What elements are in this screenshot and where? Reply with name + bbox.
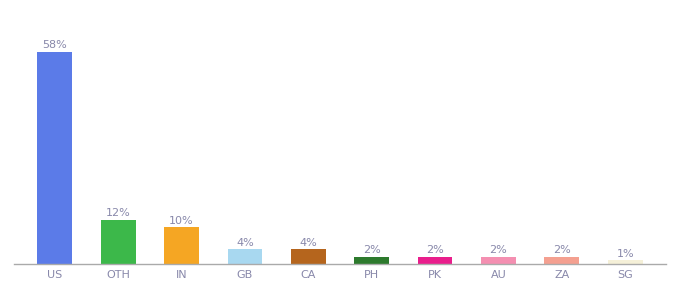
Text: 2%: 2% <box>363 245 381 255</box>
Bar <box>291 249 326 264</box>
Text: 12%: 12% <box>106 208 131 218</box>
Bar <box>545 257 579 264</box>
Text: 2%: 2% <box>490 245 507 255</box>
Bar <box>101 220 135 264</box>
Text: 58%: 58% <box>42 40 67 50</box>
Text: 10%: 10% <box>169 216 194 226</box>
Bar <box>37 52 72 264</box>
Bar <box>164 227 199 264</box>
Text: 2%: 2% <box>553 245 571 255</box>
Text: 4%: 4% <box>236 238 254 248</box>
Text: 2%: 2% <box>426 245 444 255</box>
Bar <box>608 260 643 264</box>
Bar <box>481 257 516 264</box>
Bar <box>354 257 389 264</box>
Text: 1%: 1% <box>616 248 634 259</box>
Text: 4%: 4% <box>299 238 317 248</box>
Bar <box>418 257 452 264</box>
Bar <box>228 249 262 264</box>
